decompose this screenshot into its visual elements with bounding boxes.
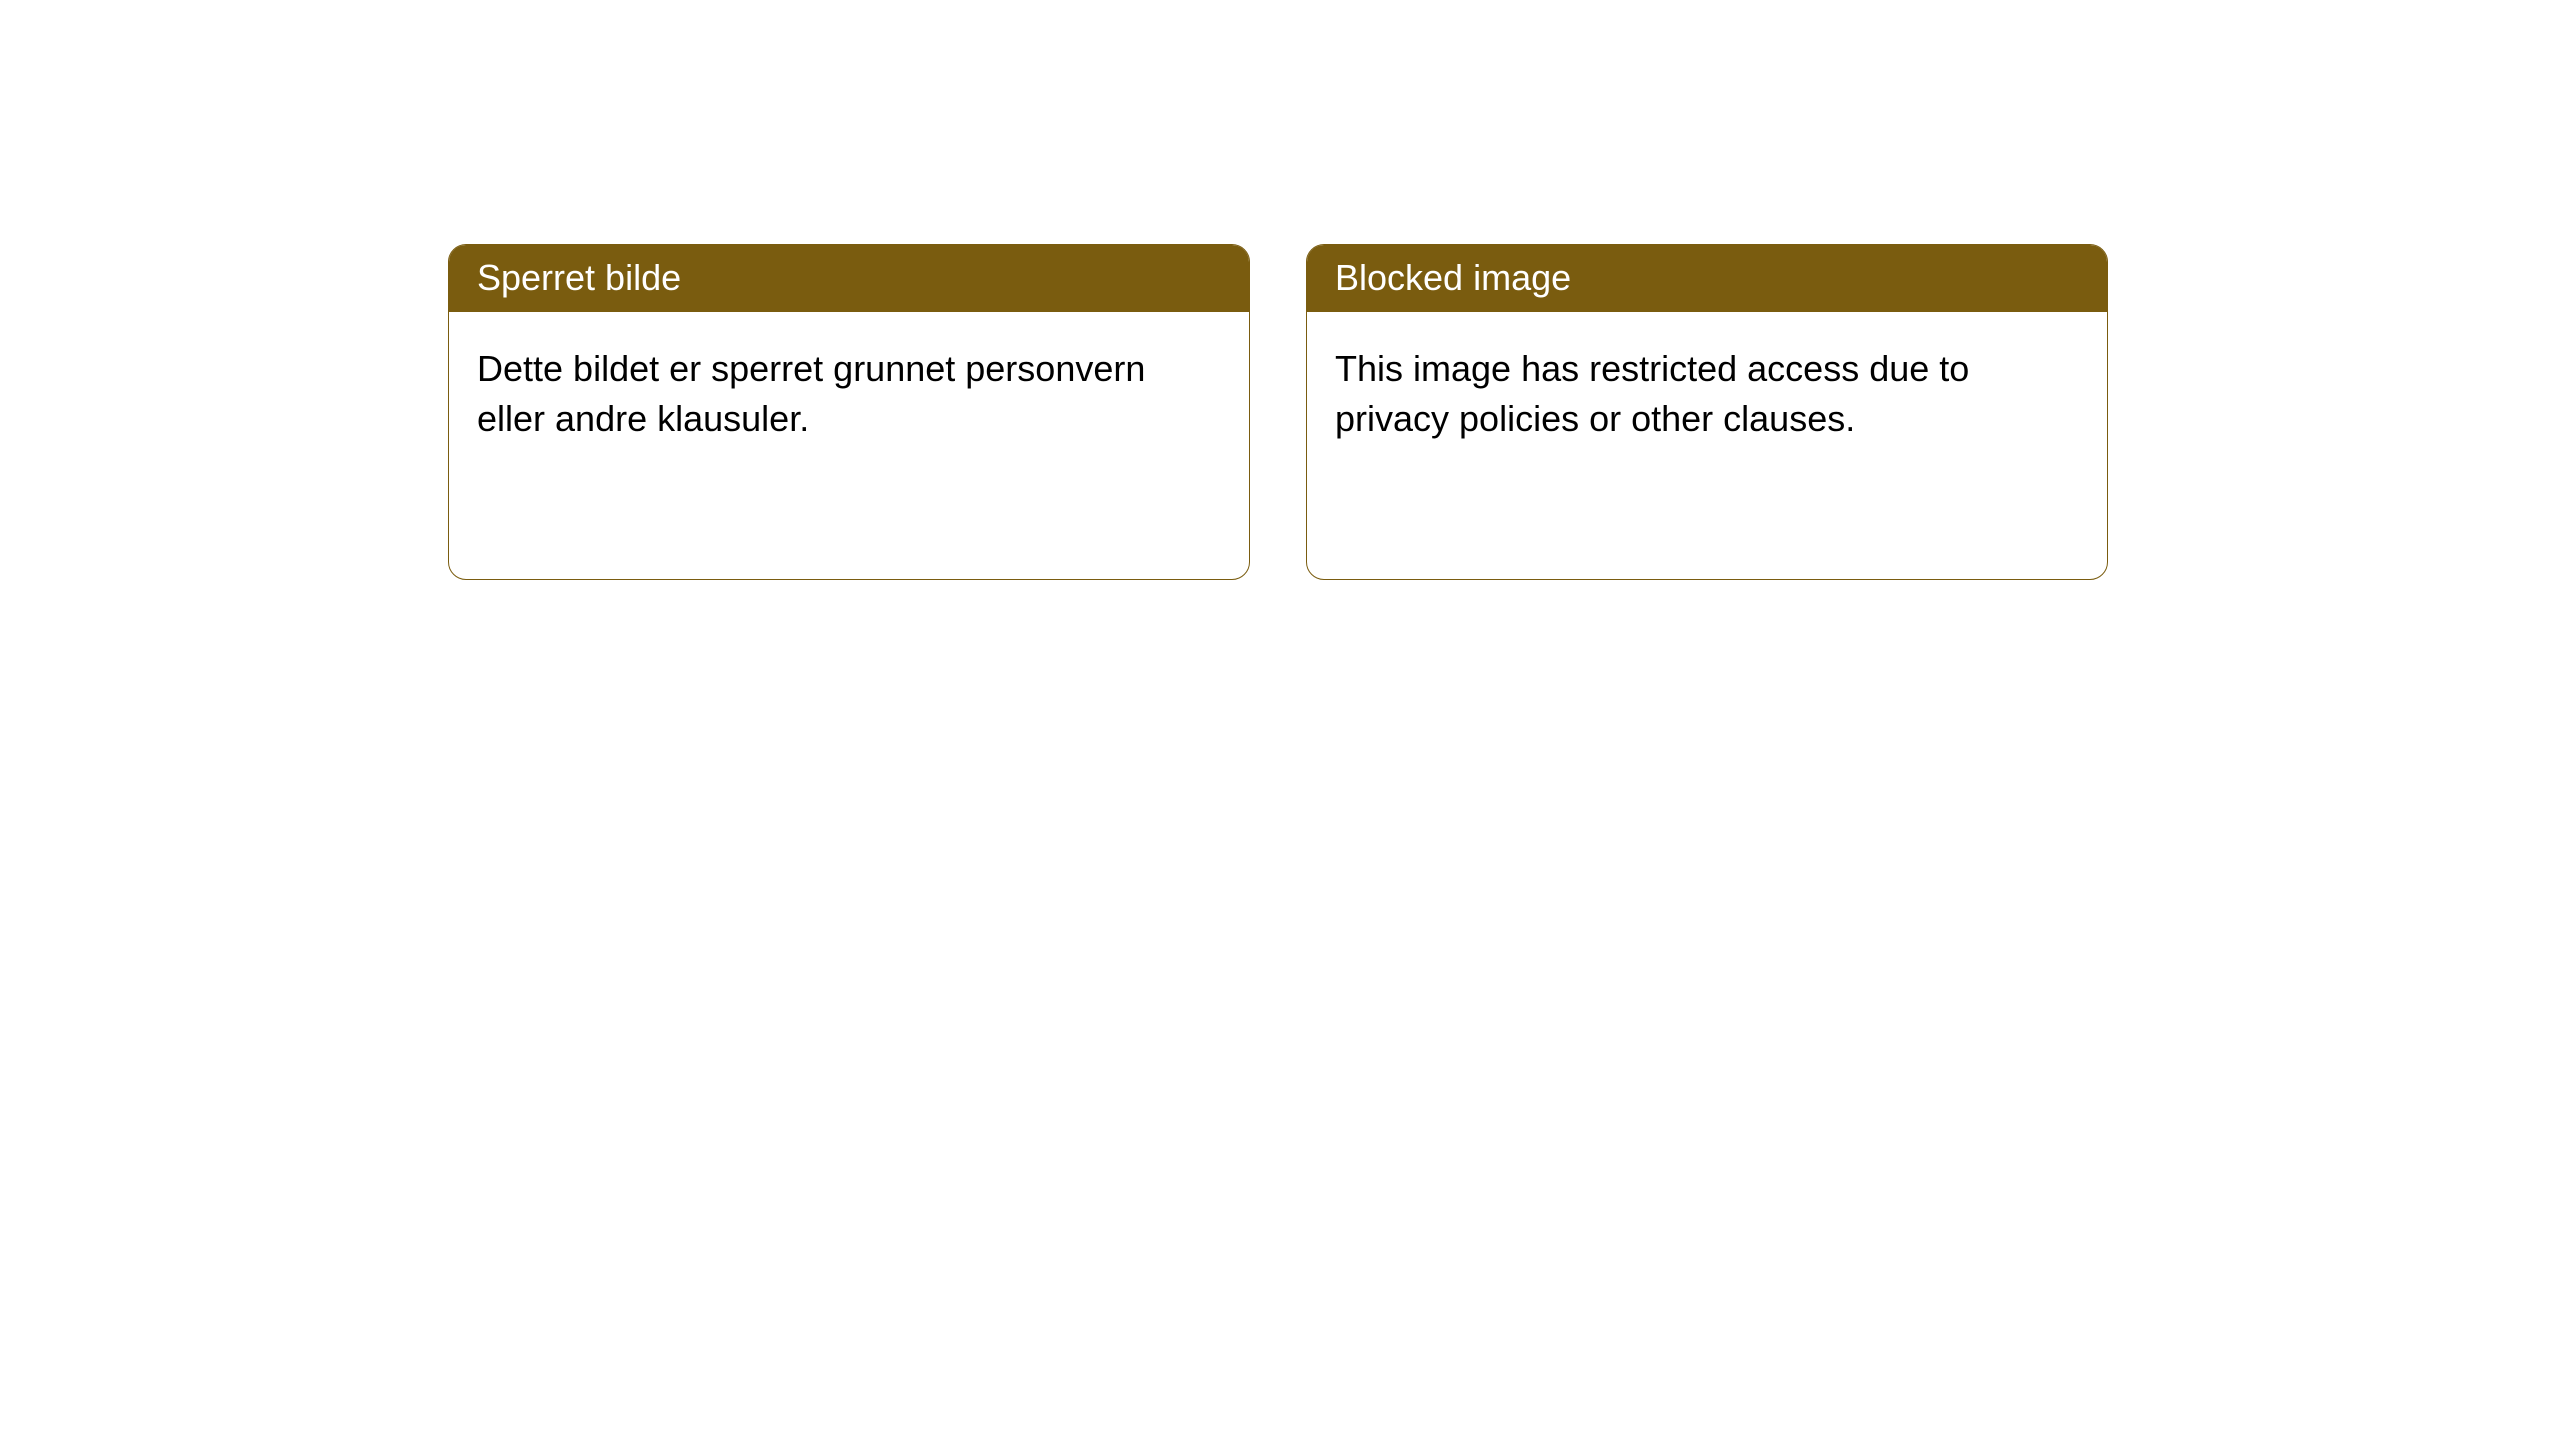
card-header: Sperret bilde — [449, 245, 1249, 312]
card-header: Blocked image — [1307, 245, 2107, 312]
card-body: Dette bildet er sperret grunnet personve… — [449, 312, 1249, 477]
card-title: Blocked image — [1335, 257, 1571, 298]
card-body-text: Dette bildet er sperret grunnet personve… — [477, 348, 1145, 439]
card-body-text: This image has restricted access due to … — [1335, 348, 1969, 439]
blocked-image-card-en: Blocked image This image has restricted … — [1306, 244, 2108, 580]
card-title: Sperret bilde — [477, 257, 681, 298]
notice-container: Sperret bilde Dette bildet er sperret gr… — [0, 0, 2560, 580]
blocked-image-card-no: Sperret bilde Dette bildet er sperret gr… — [448, 244, 1250, 580]
card-body: This image has restricted access due to … — [1307, 312, 2107, 477]
